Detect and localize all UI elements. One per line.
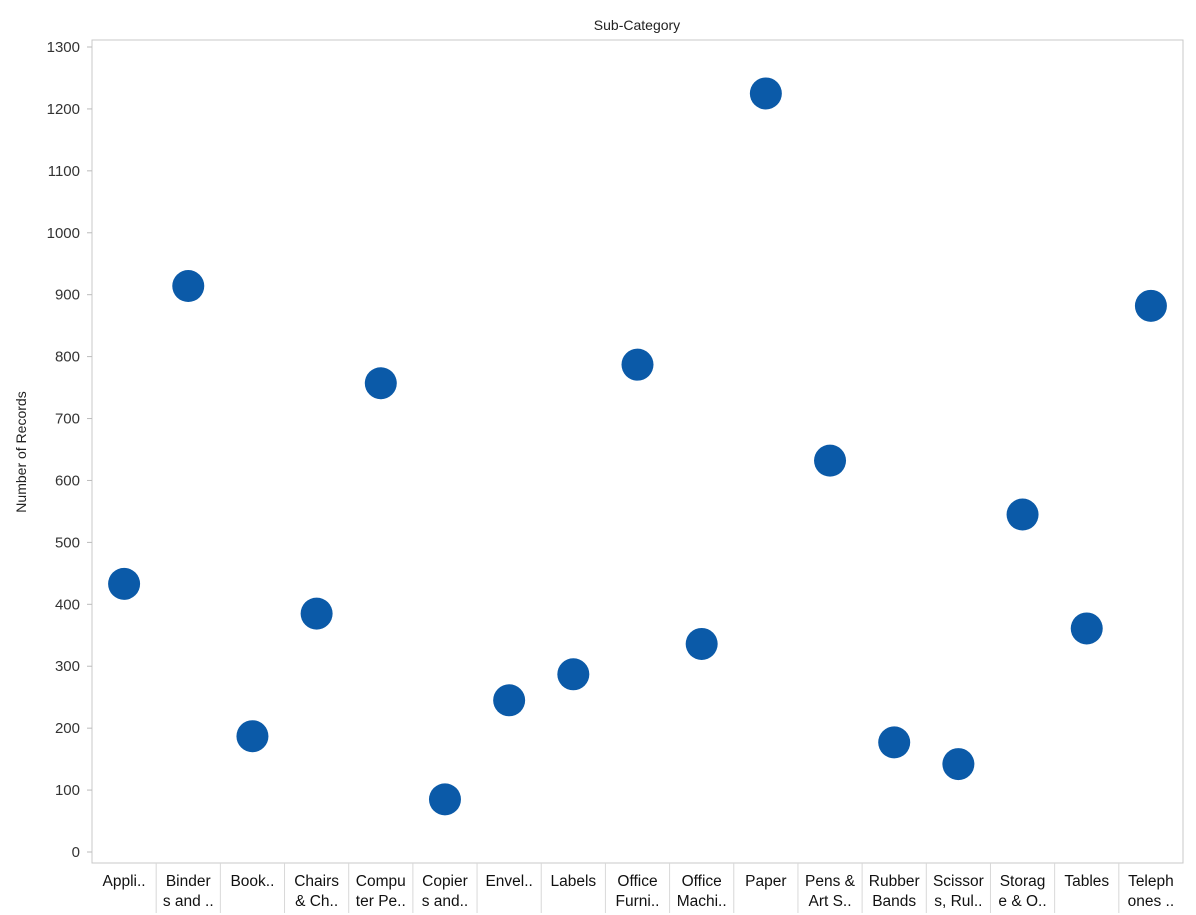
data-point[interactable] bbox=[749, 77, 782, 110]
y-tick-label: 200 bbox=[55, 720, 80, 737]
chart-title: Sub-Category bbox=[594, 17, 680, 33]
y-tick-label: 100 bbox=[55, 782, 80, 799]
x-category-label: Furni.. bbox=[616, 893, 660, 910]
x-category-label: s and .. bbox=[163, 893, 214, 910]
data-point[interactable] bbox=[621, 348, 654, 381]
x-category-label: Compu bbox=[356, 873, 406, 890]
plot-frame bbox=[91, 39, 1184, 864]
data-point[interactable] bbox=[878, 726, 911, 759]
data-points bbox=[108, 77, 1167, 816]
x-category-label: Labels bbox=[550, 873, 596, 890]
x-category-label: Storag bbox=[1000, 873, 1046, 890]
data-point[interactable] bbox=[814, 444, 847, 477]
data-point[interactable] bbox=[1134, 289, 1167, 322]
y-tick-label: 600 bbox=[55, 472, 80, 489]
data-point[interactable] bbox=[942, 748, 975, 781]
y-tick-label: 700 bbox=[55, 411, 80, 428]
y-axis-title: Number of Records bbox=[13, 391, 29, 512]
x-category-label: Chairs bbox=[294, 873, 339, 890]
y-tick-label: 400 bbox=[55, 596, 80, 613]
x-category-label: Office bbox=[682, 873, 722, 890]
x-category-label: e & O.. bbox=[998, 893, 1046, 910]
x-category-label: Bands bbox=[872, 893, 916, 910]
data-point[interactable] bbox=[493, 684, 526, 717]
y-tick-label: 800 bbox=[55, 349, 80, 366]
x-category-label: Teleph bbox=[1128, 873, 1174, 890]
data-point[interactable] bbox=[172, 270, 205, 303]
x-category-label: ones .. bbox=[1128, 893, 1175, 910]
y-tick-label: 1100 bbox=[48, 163, 80, 180]
x-category-label: Office bbox=[617, 873, 657, 890]
data-point[interactable] bbox=[428, 783, 461, 816]
data-point[interactable] bbox=[1006, 498, 1039, 531]
x-category-label: Art S.. bbox=[808, 893, 851, 910]
x-category-label: s, Rul.. bbox=[934, 893, 982, 910]
x-category-label: Machi.. bbox=[677, 893, 727, 910]
x-category-label: & Ch.. bbox=[295, 893, 338, 910]
y-tick-label: 500 bbox=[55, 534, 80, 551]
y-tick-label: 1300 bbox=[47, 39, 80, 56]
y-tick-label: 1200 bbox=[47, 101, 80, 118]
x-category-label: Scissor bbox=[933, 873, 984, 890]
x-category-label: Appli.. bbox=[103, 873, 146, 890]
x-category-label: Tables bbox=[1064, 873, 1109, 890]
data-point[interactable] bbox=[300, 597, 333, 630]
x-category-label: Book.. bbox=[230, 873, 274, 890]
y-tick-label: 300 bbox=[55, 658, 80, 675]
data-point[interactable] bbox=[108, 567, 141, 600]
x-category-label: Copier bbox=[422, 873, 468, 890]
x-category-label: ter Pe.. bbox=[356, 893, 406, 910]
x-category-label: Rubber bbox=[869, 873, 920, 890]
x-category-label: Binder bbox=[166, 873, 211, 890]
y-axis: 0 100 200 300 400 500 600 700 800 900 1000 1100 1200… bbox=[47, 39, 92, 861]
y-tick-label: 1000 bbox=[47, 225, 80, 242]
x-category-label: Envel.. bbox=[485, 873, 532, 890]
x-category-label: Paper bbox=[745, 873, 786, 890]
x-category-label: s and.. bbox=[422, 893, 469, 910]
x-category-label: Pens & bbox=[805, 873, 856, 890]
y-tick-label: 900 bbox=[55, 287, 80, 304]
data-point[interactable] bbox=[1070, 612, 1103, 645]
data-point[interactable] bbox=[557, 658, 590, 691]
data-point[interactable] bbox=[236, 720, 269, 753]
data-point[interactable] bbox=[364, 367, 397, 400]
x-axis: Appli.. Binder s and .. Book.. Chairs & Ch.. C… bbox=[103, 863, 1175, 913]
y-tick-label: 0 bbox=[72, 844, 80, 861]
data-point[interactable] bbox=[685, 627, 718, 660]
